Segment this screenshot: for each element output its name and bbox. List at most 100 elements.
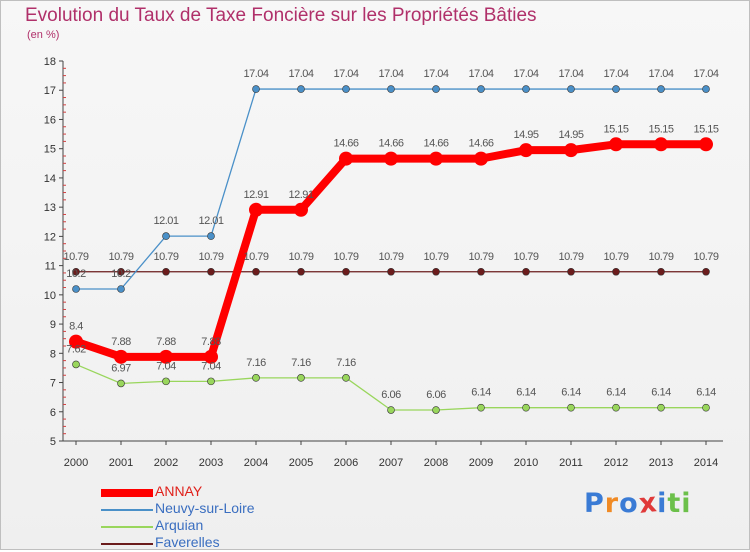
data-label: 10.79	[153, 251, 178, 263]
data-label: 6.06	[426, 389, 446, 401]
legend-label: ANNAY	[155, 483, 203, 499]
data-label: 6.14	[606, 387, 626, 399]
data-label: 17.04	[243, 68, 268, 80]
data-point	[657, 85, 665, 93]
data-point	[204, 349, 218, 364]
data-point	[612, 403, 620, 412]
data-point	[477, 403, 485, 412]
proxiti-logo: Proxiti	[584, 487, 692, 520]
data-point	[477, 267, 485, 276]
y-tick-label: 7	[50, 378, 56, 390]
data-label: 10.2	[66, 268, 86, 280]
data-point	[567, 85, 575, 93]
data-label: 10.79	[693, 251, 718, 263]
y-tick-label: 5	[50, 436, 56, 448]
data-point	[72, 285, 80, 293]
data-label: 10.79	[648, 251, 673, 263]
data-point	[297, 85, 305, 93]
data-point	[387, 267, 395, 276]
data-point	[384, 151, 398, 166]
data-label: 15.15	[648, 123, 673, 135]
x-tick-label: 2000	[64, 457, 88, 469]
y-tick-label: 16	[44, 114, 56, 126]
data-point	[207, 232, 215, 240]
logo-letter: r	[604, 488, 620, 519]
data-label: 7.88	[111, 336, 131, 348]
data-label: 14.66	[423, 138, 448, 150]
y-tick-label: 14	[44, 173, 56, 185]
data-label: 17.04	[603, 68, 628, 80]
data-label: 10.79	[198, 251, 223, 263]
data-label: 17.04	[513, 68, 538, 80]
data-point	[252, 374, 260, 382]
legend-swatch	[101, 509, 153, 511]
y-tick-label: 13	[44, 202, 56, 214]
x-tick-label: 2005	[289, 457, 313, 469]
data-point	[432, 406, 440, 414]
legend-swatch	[101, 543, 153, 545]
data-point	[252, 267, 260, 276]
data-point	[387, 406, 395, 414]
x-tick-label: 2012	[604, 457, 628, 469]
data-point	[72, 267, 80, 276]
data-label: 6.14	[471, 387, 491, 399]
data-point	[387, 85, 395, 93]
data-label: 14.66	[378, 138, 403, 150]
data-label: 12.01	[198, 215, 223, 227]
data-point	[702, 403, 710, 412]
data-label: 14.66	[468, 138, 493, 150]
data-point	[432, 85, 440, 93]
x-tick-label: 2006	[334, 457, 358, 469]
legend-label: Arquian	[155, 517, 204, 533]
data-label: 17.04	[288, 68, 313, 80]
data-point	[657, 267, 665, 276]
y-tick-label: 18	[44, 56, 56, 68]
data-point	[252, 85, 260, 93]
data-label: 10.79	[558, 251, 583, 263]
data-label: 7.88	[156, 336, 176, 348]
x-tick-label: 2008	[424, 457, 448, 469]
data-point	[117, 267, 125, 276]
data-point	[522, 267, 530, 276]
data-point	[474, 151, 488, 166]
x-tick-label: 2014	[694, 457, 718, 469]
x-tick-label: 2013	[649, 457, 673, 469]
data-label: 17.04	[468, 68, 493, 80]
data-label: 10.79	[423, 251, 448, 263]
logo-letter: i	[657, 488, 668, 519]
data-point	[522, 403, 530, 412]
data-point	[159, 349, 173, 364]
data-label: 15.15	[693, 123, 718, 135]
data-label: 14.66	[333, 138, 358, 150]
data-label: 10.79	[288, 251, 313, 263]
data-label: 10.79	[603, 251, 628, 263]
chart-subtitle: (en %)	[27, 29, 60, 41]
data-label: 15.15	[603, 123, 628, 135]
data-point	[72, 360, 80, 369]
legend-label: Neuvy-sur-Loire	[155, 500, 255, 516]
data-point	[162, 232, 170, 240]
data-label: 10.79	[243, 251, 268, 263]
y-tick-label: 11	[45, 261, 56, 273]
x-tick-label: 2001	[109, 457, 133, 469]
data-label: 14.95	[558, 129, 583, 141]
data-label: 7.16	[246, 357, 266, 369]
logo-letter: i	[681, 488, 692, 519]
data-point	[117, 285, 125, 293]
data-point	[612, 267, 620, 276]
logo-letter: t	[667, 488, 682, 519]
data-label: 6.14	[651, 387, 671, 399]
data-label: 17.04	[333, 68, 358, 80]
x-tick-label: 2010	[514, 457, 538, 469]
data-point	[564, 143, 578, 158]
data-label: 6.14	[516, 387, 536, 399]
y-tick-label: 15	[44, 144, 56, 156]
data-point	[567, 267, 575, 276]
data-point	[702, 267, 710, 276]
data-point	[567, 403, 575, 412]
data-point	[207, 267, 215, 276]
data-label: 10.79	[63, 251, 88, 263]
logo-letter: x	[637, 487, 659, 520]
data-label: 7.04	[201, 360, 221, 372]
